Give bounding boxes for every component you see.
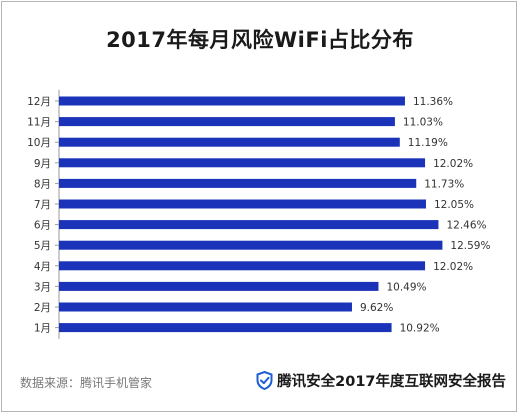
category-label: 6月 [34,220,51,232]
value-label: 10.92% [400,323,440,335]
value-label: 12.46% [446,220,486,232]
value-label: 10.49% [386,281,426,293]
value-label: 11.73% [424,178,464,190]
bar [59,178,417,188]
category-label: 2月 [34,302,51,314]
value-label: 12.02% [433,158,473,170]
bar [59,240,443,250]
bar [59,137,400,147]
bar [59,158,426,168]
bar [59,220,439,230]
category-label: 9月 [34,158,51,170]
bar [59,261,426,271]
category-label: 11月 [27,117,51,129]
data-source: 数据来源：腾讯手机管家 [20,376,153,390]
footer-brand: 腾讯安全2017年度互联网安全报告 [256,370,506,391]
brand-text: 腾讯安全2017年度互联网安全报告 [277,374,506,390]
category-label: 4月 [34,261,51,273]
chart-title: 2017年每月风险WiFi占比分布 [106,28,414,52]
bar [59,117,395,127]
category-label: 7月 [34,199,51,211]
category-label: 5月 [34,240,51,252]
bar [59,302,352,312]
bar [59,281,379,291]
value-label: 9.62% [360,302,393,314]
category-label: 12月 [27,96,51,108]
bar [59,199,426,209]
value-label: 11.03% [403,117,443,129]
bar [59,323,392,333]
value-label: 11.36% [413,96,453,108]
value-label: 11.19% [408,137,448,149]
category-label: 8月 [34,178,51,190]
shield-icon [256,371,273,390]
value-label: 12.05% [434,199,474,211]
category-label: 1月 [34,323,51,335]
value-label: 12.02% [433,261,473,273]
category-label: 10月 [27,137,51,149]
value-label: 12.59% [450,240,490,252]
category-label: 3月 [34,281,51,293]
bar [59,96,405,106]
